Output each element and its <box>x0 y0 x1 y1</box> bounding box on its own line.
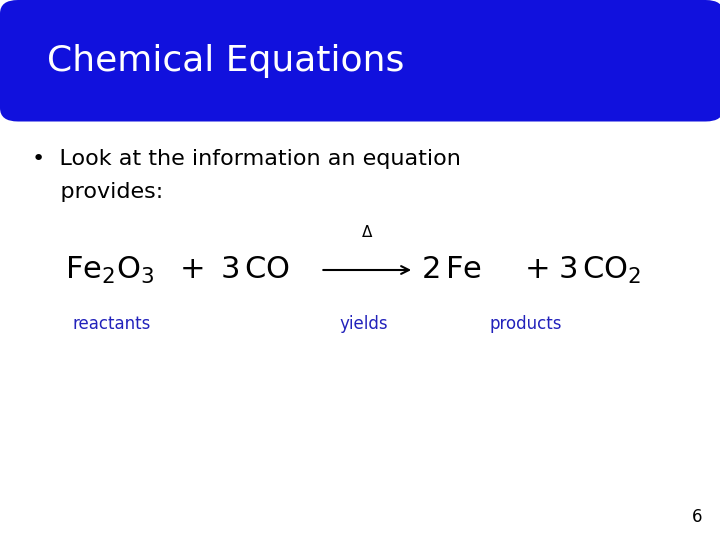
Text: •  Look at the information an equation: • Look at the information an equation <box>32 149 462 170</box>
Text: reactants: reactants <box>73 315 150 333</box>
Text: $3\,\mathrm{CO_2}$: $3\,\mathrm{CO_2}$ <box>558 254 642 286</box>
Text: $\Delta$: $\Delta$ <box>361 224 374 240</box>
Text: yields: yields <box>339 315 388 333</box>
Text: provides:: provides: <box>32 181 163 202</box>
Text: $2\,\mathrm{Fe}$: $2\,\mathrm{Fe}$ <box>421 255 482 285</box>
Text: $3\,\mathrm{CO}$: $3\,\mathrm{CO}$ <box>220 255 289 285</box>
FancyBboxPatch shape <box>0 0 720 122</box>
Text: Chemical Equations: Chemical Equations <box>47 44 404 78</box>
Text: $\mathrm{Fe_2O_3}$: $\mathrm{Fe_2O_3}$ <box>65 254 154 286</box>
Text: 6: 6 <box>691 509 702 526</box>
Text: $+$: $+$ <box>179 255 203 285</box>
Text: products: products <box>490 315 562 333</box>
Text: $+$: $+$ <box>524 255 549 285</box>
